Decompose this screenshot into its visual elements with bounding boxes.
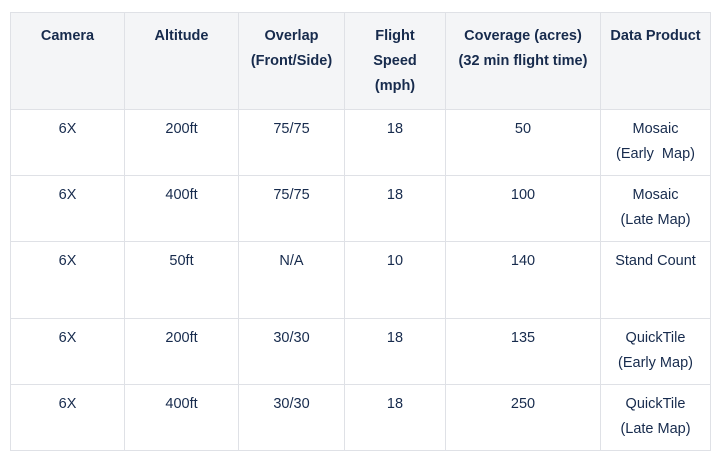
cell-data-product: Stand Count	[600, 241, 711, 319]
flight-specs-table: Camera Altitude Overlap (Front/Side) Fli…	[10, 12, 711, 451]
cell-text: 6X	[58, 121, 77, 137]
cell-flight-speed: 18	[344, 318, 446, 385]
cell-data-product: Mosaic (Late Map)	[600, 175, 711, 242]
cell-text: Stand Count	[615, 253, 696, 269]
cell-text: 6X	[58, 187, 77, 203]
header-data-product-label: Data Product	[610, 28, 701, 44]
cell-text: N/A	[279, 253, 304, 269]
cell-text: Mosaic	[632, 121, 679, 137]
cell-camera: 6X	[10, 318, 125, 385]
cell-text: (Late Map)	[620, 421, 691, 437]
cell-text: 10	[386, 253, 404, 269]
cell-text: 50ft	[169, 253, 194, 269]
cell-text: 18	[386, 330, 404, 346]
cell-overlap: N/A	[238, 241, 345, 319]
cell-text: 400ft	[165, 396, 198, 412]
cell-text: 18	[386, 396, 404, 412]
table-row: 6X 400ft 75/75 18 100 Mosaic (Late Map)	[10, 175, 711, 242]
cell-flight-speed: 10	[344, 241, 446, 319]
header-coverage-label-line2: (32 min flight time)	[458, 53, 588, 69]
cell-camera: 6X	[10, 241, 125, 319]
cell-camera: 6X	[10, 384, 125, 451]
header-overlap: Overlap (Front/Side)	[238, 12, 345, 110]
cell-overlap: 75/75	[238, 109, 345, 176]
header-altitude: Altitude	[124, 12, 239, 110]
table-row: 6X 200ft 75/75 18 50 Mosaic (Early Map)	[10, 109, 711, 176]
cell-overlap: 75/75	[238, 175, 345, 242]
cell-text: 18	[386, 121, 404, 137]
cell-text: 400ft	[165, 187, 198, 203]
cell-text: (Late Map)	[620, 212, 691, 228]
cell-altitude: 200ft	[124, 318, 239, 385]
header-flight-speed-label-line3: (mph)	[374, 78, 416, 94]
header-camera: Camera	[10, 12, 125, 110]
cell-coverage: 50	[445, 109, 601, 176]
cell-data-product: Mosaic (Early Map)	[600, 109, 711, 176]
cell-text: 250	[510, 396, 536, 412]
cell-text: 200ft	[165, 121, 198, 137]
cell-text: 100	[510, 187, 536, 203]
cell-text: QuickTile	[625, 330, 686, 346]
cell-altitude: 200ft	[124, 109, 239, 176]
cell-text: 30/30	[273, 396, 310, 412]
cell-text: 6X	[58, 396, 77, 412]
cell-coverage: 250	[445, 384, 601, 451]
cell-altitude: 400ft	[124, 175, 239, 242]
cell-text: (Early Map)	[618, 355, 693, 371]
cell-coverage: 140	[445, 241, 601, 319]
cell-coverage: 100	[445, 175, 601, 242]
cell-text: Mosaic	[632, 187, 679, 203]
header-camera-label: Camera	[40, 28, 95, 44]
cell-camera: 6X	[10, 109, 125, 176]
cell-altitude: 50ft	[124, 241, 239, 319]
cell-text: 140	[510, 253, 536, 269]
cell-text: (Early Map)	[616, 146, 695, 162]
cell-text: 135	[510, 330, 536, 346]
cell-text: 75/75	[273, 187, 310, 203]
cell-flight-speed: 18	[344, 384, 446, 451]
cell-text: 75/75	[273, 121, 310, 137]
cell-text: 50	[514, 121, 532, 137]
cell-text: 18	[386, 187, 404, 203]
cell-flight-speed: 18	[344, 109, 446, 176]
header-coverage-label-line1: Coverage (acres)	[464, 28, 582, 44]
header-flight-speed-label-line1: Flight	[375, 28, 415, 44]
header-flight-speed: Flight Speed (mph)	[344, 12, 446, 110]
cell-overlap: 30/30	[238, 318, 345, 385]
table-row: 6X 200ft 30/30 18 135 QuickTile (Early M…	[10, 318, 711, 385]
flight-specs-table-container: Camera Altitude Overlap (Front/Side) Fli…	[10, 12, 711, 451]
cell-camera: 6X	[10, 175, 125, 242]
cell-coverage: 135	[445, 318, 601, 385]
cell-altitude: 400ft	[124, 384, 239, 451]
cell-text: 30/30	[273, 330, 310, 346]
table-row: 6X 50ft N/A 10 140 Stand Count	[10, 241, 711, 319]
cell-data-product: QuickTile (Late Map)	[600, 384, 711, 451]
header-coverage: Coverage (acres) (32 min flight time)	[445, 12, 601, 110]
header-flight-speed-label-line2: Speed	[373, 53, 417, 69]
cell-text: QuickTile	[625, 396, 686, 412]
cell-overlap: 30/30	[238, 384, 345, 451]
table-row: 6X 400ft 30/30 18 250 QuickTile (Late Ma…	[10, 384, 711, 451]
cell-text: 200ft	[165, 330, 198, 346]
table-header-row: Camera Altitude Overlap (Front/Side) Fli…	[10, 12, 711, 110]
cell-text: 6X	[58, 330, 77, 346]
cell-flight-speed: 18	[344, 175, 446, 242]
header-overlap-label-line1: Overlap	[264, 28, 319, 44]
cell-text: 6X	[58, 253, 77, 269]
header-data-product: Data Product	[600, 12, 711, 110]
header-overlap-label-line2: (Front/Side)	[250, 53, 333, 69]
cell-data-product: QuickTile (Early Map)	[600, 318, 711, 385]
header-altitude-label: Altitude	[154, 28, 209, 44]
